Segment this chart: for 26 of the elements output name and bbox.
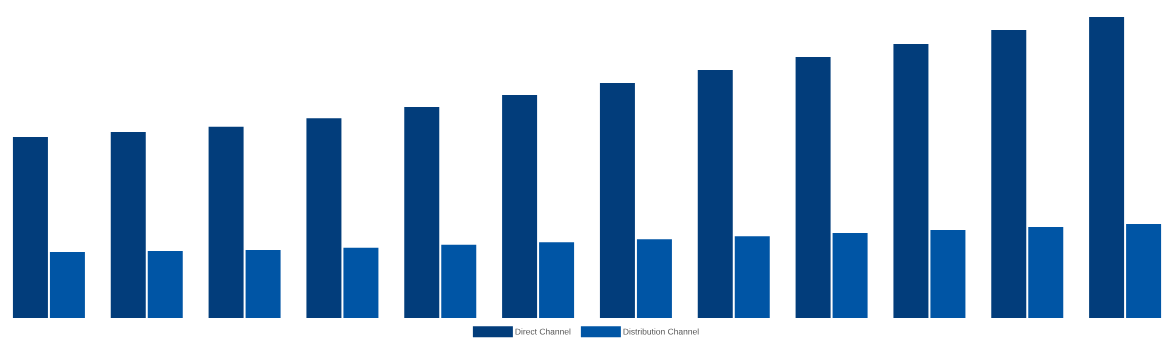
bar <box>697 69 733 318</box>
bar <box>930 230 966 318</box>
bar <box>599 82 635 318</box>
bar <box>502 94 538 318</box>
bar <box>306 118 342 318</box>
bar <box>893 44 929 318</box>
bar <box>795 57 831 318</box>
bar <box>991 29 1027 318</box>
bar <box>1126 224 1162 318</box>
bar <box>636 239 672 318</box>
bar <box>147 250 183 318</box>
legend-label: Distribution Channel <box>623 328 699 335</box>
bar <box>1089 17 1125 318</box>
bar <box>343 247 379 318</box>
bar <box>12 137 48 318</box>
bar <box>208 126 244 318</box>
bar <box>1028 227 1064 318</box>
bar <box>49 252 85 318</box>
bar <box>110 131 146 318</box>
bar <box>832 233 868 318</box>
bar <box>441 244 477 318</box>
bar <box>539 242 575 318</box>
bar <box>245 249 281 318</box>
bar <box>404 107 440 318</box>
bar <box>734 236 770 318</box>
legend-label: Direct Channel <box>515 328 571 335</box>
